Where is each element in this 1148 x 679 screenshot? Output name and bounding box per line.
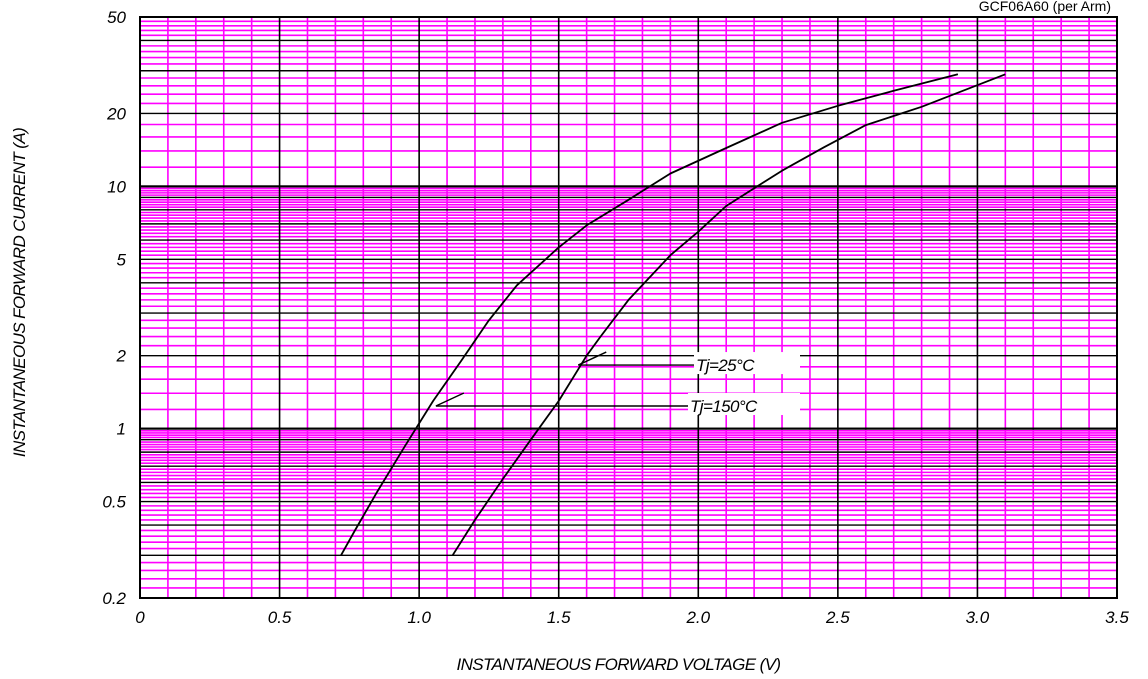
y-tick-label: 1 [117,420,126,439]
y-tick-label: 10 [107,177,126,196]
annotation-leaders [435,351,694,407]
y-tick-label: 0.5 [102,493,126,512]
plot-frame [139,16,1118,599]
minor-grid [140,17,1117,598]
annotation-label: Tj=25°C [696,356,755,375]
y-tick-label: 5 [117,250,127,269]
x-tick-label: 0 [135,608,145,627]
x-tick-label: 2.0 [685,608,710,627]
series-curve-tj150 [340,73,959,556]
x-tick-label: 0.5 [268,608,292,627]
series-curve-tj25 [451,73,1006,556]
annotation-label: Tj=150°C [690,397,758,416]
x-tick-label: 3.0 [966,608,990,627]
annotation-label-bg [694,352,800,375]
annotation-arrow-tick [435,392,465,407]
x-tick-label: 1.0 [407,608,431,627]
y-tick-label: 2 [116,347,127,366]
x-axis-label: INSTANTANEOUS FORWARD VOLTAGE (V) [456,655,780,674]
x-tick-label: 2.5 [825,608,850,627]
y-tick-label: 50 [107,8,126,27]
annotation-arrow-tick [577,351,607,366]
annotation-label-bg [688,393,800,416]
curves [340,73,1006,556]
reference-label: GCF06A60 (per Arm) [979,0,1111,14]
y-tick-label: 0.2 [102,589,126,608]
x-tick-labels: 0 0.5 1.0 1.5 2.0 2.5 3.0 3.5 [135,608,1129,627]
y-tick-label: 20 [106,104,126,123]
y-axis-label: INSTANTANEOUS FORWARD CURRENT (A) [10,128,29,457]
x-tick-label: 1.5 [547,608,571,627]
annotations: Tj=25°C Tj=150°C [688,352,800,416]
x-tick-label: 3.5 [1105,608,1129,627]
y-tick-labels: 0.2 0.5 1 2 5 10 20 50 [102,8,126,608]
